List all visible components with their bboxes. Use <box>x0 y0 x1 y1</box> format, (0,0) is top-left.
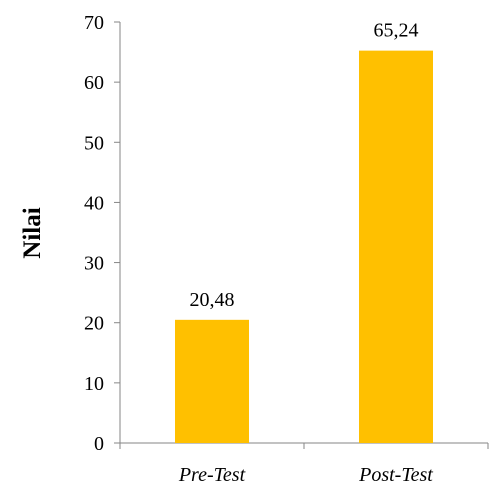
y-tick-label: 0 <box>94 433 104 455</box>
data-label: 65,24 <box>374 20 419 42</box>
y-axis-ticks: 0 10 20 30 40 50 60 70 <box>84 12 120 455</box>
y-tick-label: 40 <box>84 192 104 214</box>
y-tick-label: 50 <box>84 132 104 154</box>
x-tick-label: Post-Test <box>358 464 433 486</box>
y-tick-label: 60 <box>84 72 104 94</box>
bar <box>359 50 433 444</box>
bar <box>175 319 249 443</box>
y-tick-label: 20 <box>84 313 104 335</box>
data-label: 20,48 <box>190 289 235 311</box>
bars: 20,48 65,24 <box>175 20 433 444</box>
y-tick-label: 10 <box>84 373 104 395</box>
y-tick-label: 70 <box>84 12 104 34</box>
y-axis-title: Nilai <box>19 207 46 258</box>
x-axis-labels: Pre-Test Post-Test <box>178 464 433 486</box>
y-tick-label: 30 <box>84 253 104 275</box>
x-tick-label: Pre-Test <box>178 464 246 486</box>
